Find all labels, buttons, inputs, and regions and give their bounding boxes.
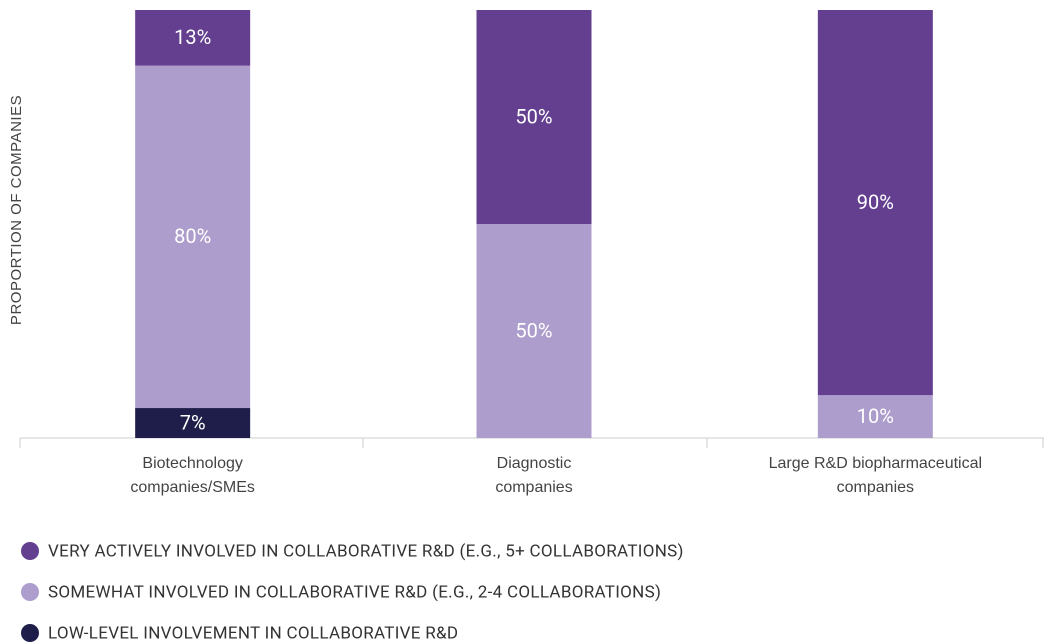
legend-label: SOMEWHAT INVOLVED IN COLLABORATIVE R&D (… — [48, 582, 661, 602]
y-axis-label: PROPORTION OF COMPANIES — [8, 95, 25, 325]
bar-segment — [476, 10, 592, 224]
value-label: 13% — [174, 25, 211, 49]
legend-marker — [21, 624, 39, 642]
value-label: 80% — [174, 224, 211, 248]
legend-marker — [21, 583, 39, 601]
bar-segment — [135, 10, 251, 66]
bar-segment — [476, 224, 592, 438]
legend-label: VERY ACTIVELY INVOLVED IN COLLABORATIVE … — [48, 541, 684, 561]
x-tick-label: Diagnostic companies — [495, 455, 573, 496]
bar-segment — [817, 10, 933, 396]
x-tick-label: Biotechnology companies/SMEs — [130, 455, 255, 496]
value-label: 10% — [857, 404, 894, 428]
legend-marker — [21, 542, 39, 560]
bar-segment — [135, 65, 251, 409]
bar-segment — [817, 395, 933, 438]
x-tick-label: Large R&D biopharmaceutical companies — [768, 455, 983, 496]
value-label: 50% — [515, 104, 552, 128]
bar-segment — [135, 408, 251, 438]
value-label: 7% — [180, 410, 206, 434]
value-label: 90% — [857, 190, 894, 214]
value-label: 50% — [515, 318, 552, 342]
legend-label: LOW-LEVEL INVOLVEMENT IN COLLABORATIVE R… — [48, 623, 458, 643]
